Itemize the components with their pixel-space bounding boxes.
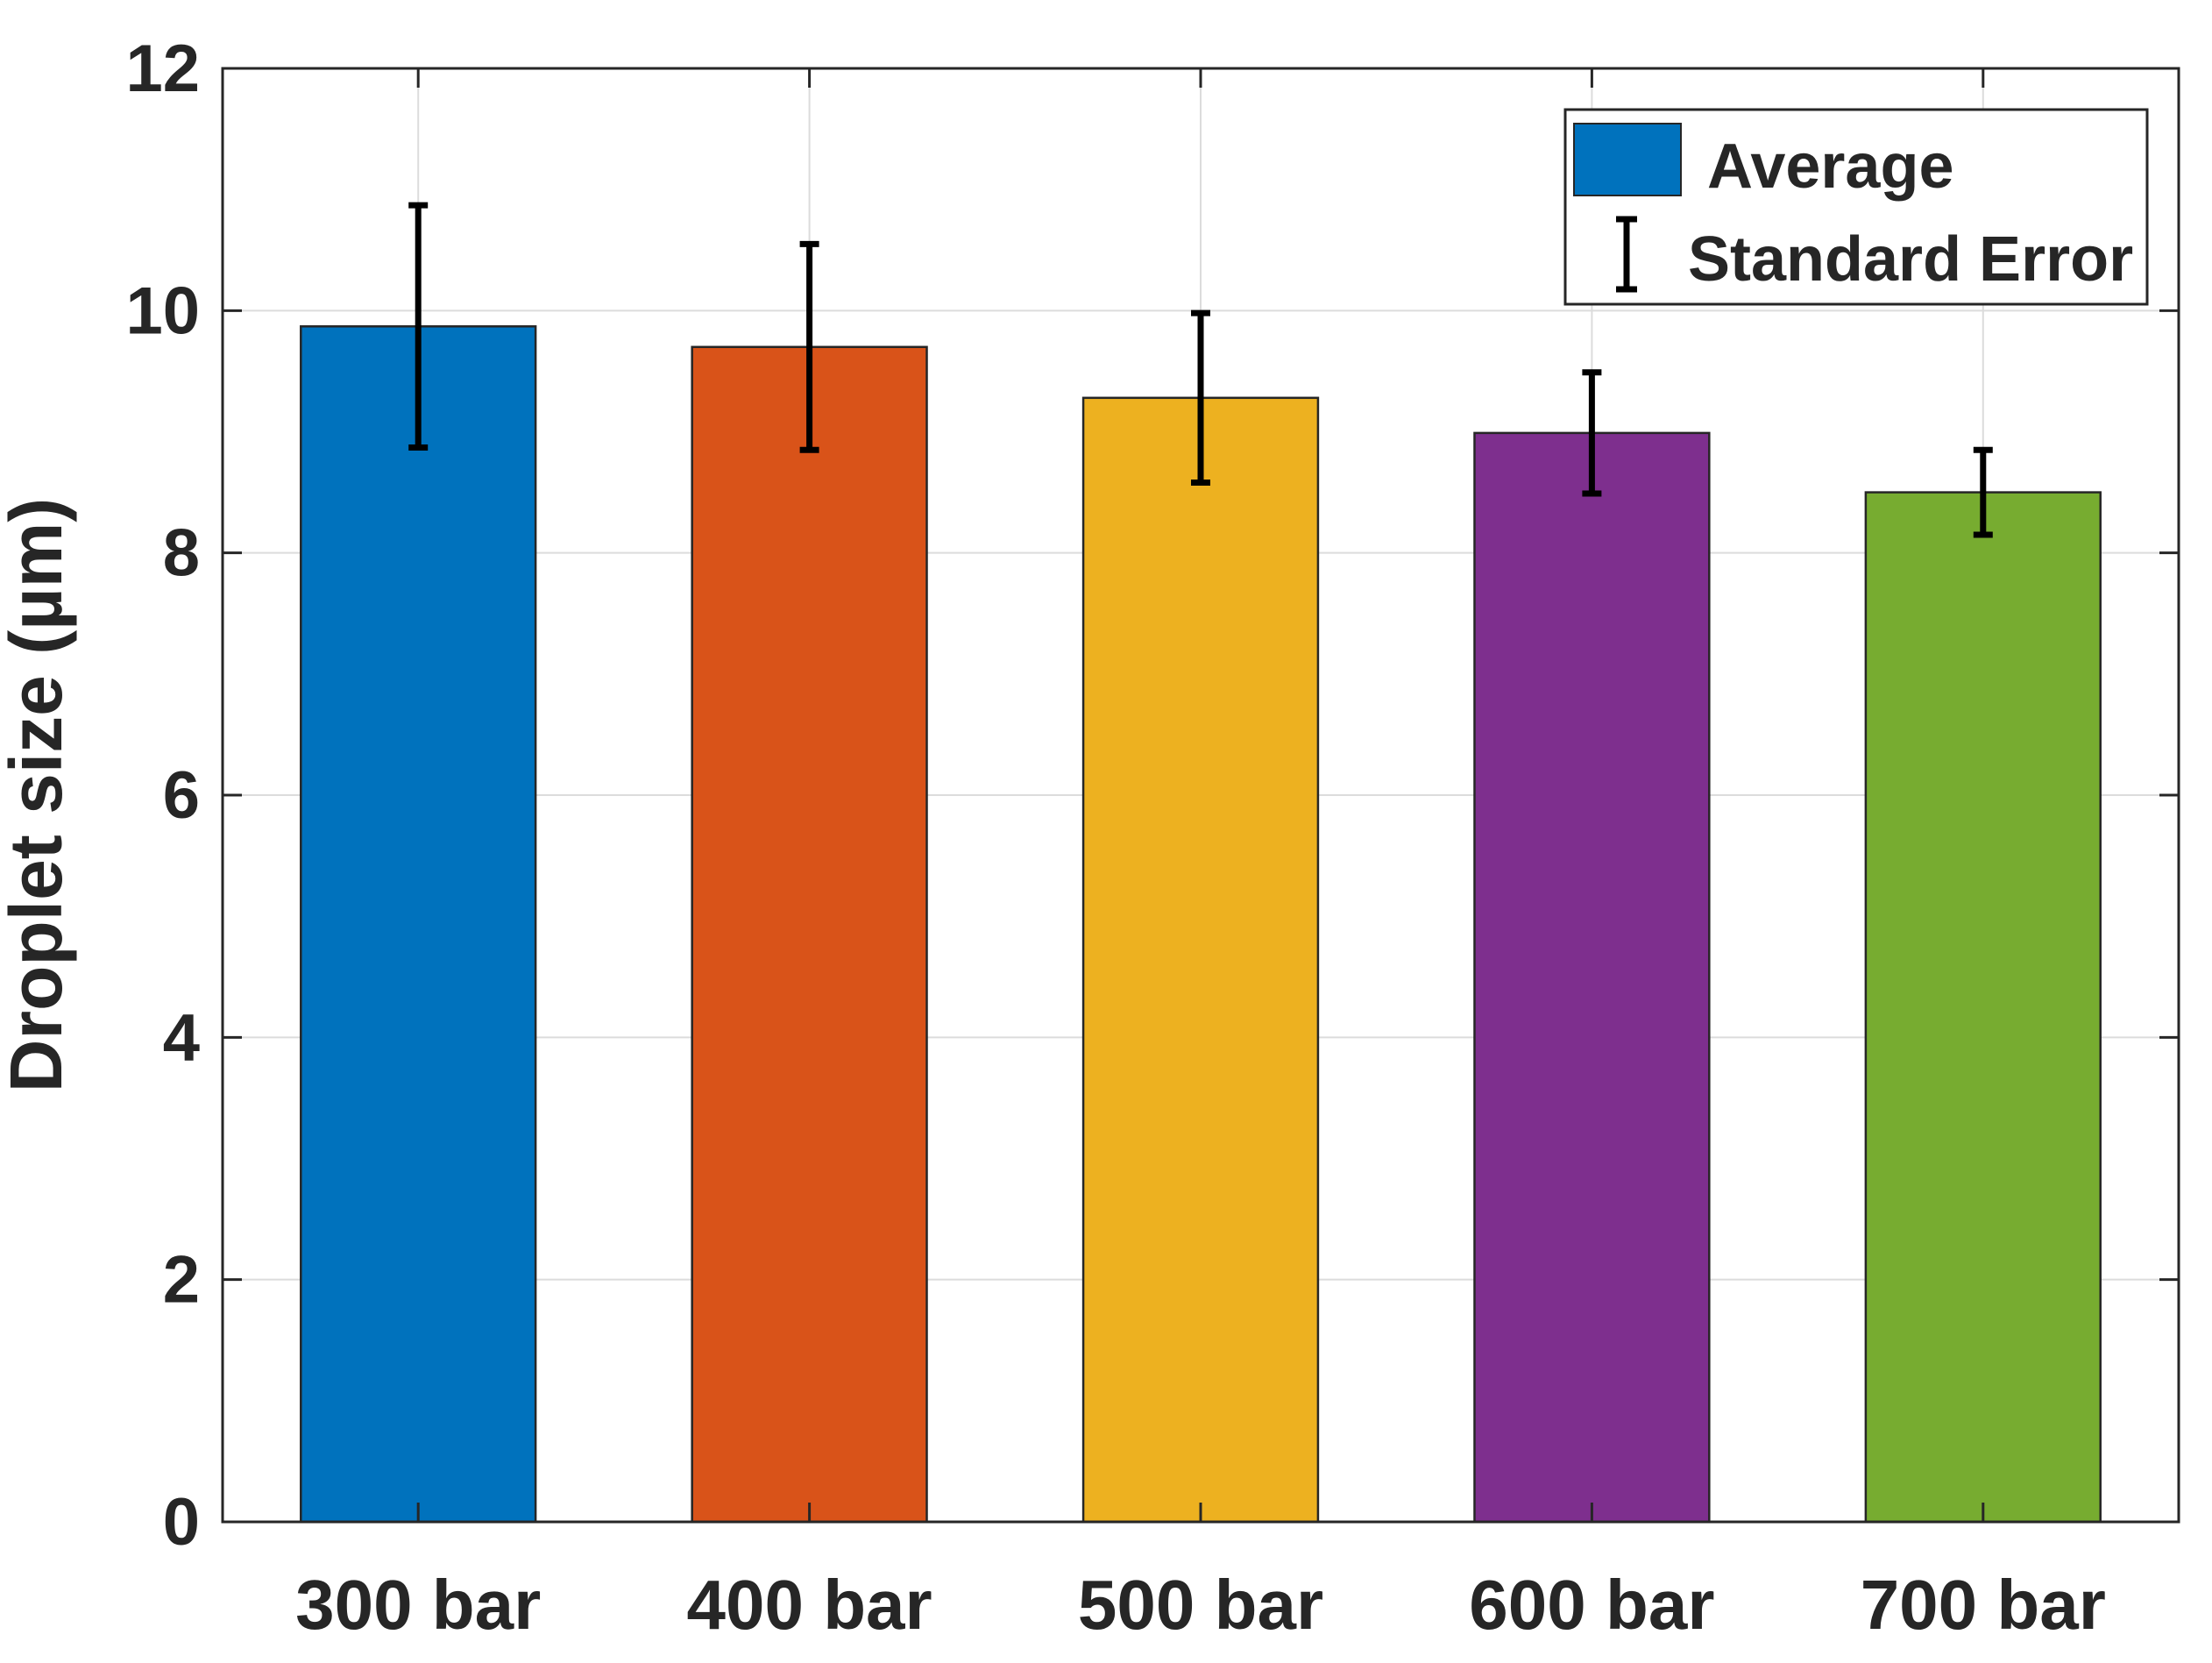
- axis-ticks: [223, 67, 2179, 1524]
- bar-700-bar: [1864, 491, 2102, 1524]
- y-tick-label-2: 2: [163, 1243, 200, 1318]
- y-axis-label: Droplet size (µm): [0, 498, 77, 1092]
- y-tick-labels: 0 2 4 6 8 10 12: [125, 32, 200, 1560]
- bars: [300, 325, 2102, 1524]
- error-bar-300-bar: [408, 202, 429, 451]
- legend-average-swatch: [1573, 123, 1682, 196]
- y-tick-label-8: 8: [163, 516, 200, 591]
- error-bar-600-bar: [1582, 369, 1602, 497]
- error-bar-500-bar: [1191, 309, 1210, 487]
- error-bar-700-bar: [1973, 446, 1993, 538]
- bar-500-bar: [1081, 396, 1320, 1524]
- bar-400-bar: [691, 345, 928, 1524]
- error-bar-400-bar: [799, 240, 819, 453]
- y-tick-label-4: 4: [163, 1000, 200, 1075]
- y-tick-label-6: 6: [163, 758, 200, 833]
- x-tick-labels: 300 bar 400 bar 500 bar 600 bar 700 bar: [295, 1566, 2106, 1644]
- bar-600-bar: [1473, 431, 1711, 1524]
- x-tick-label-3: 600 bar: [1469, 1566, 1714, 1644]
- x-tick-label-1: 400 bar: [686, 1566, 932, 1644]
- x-tick-label-0: 300 bar: [295, 1566, 541, 1644]
- x-tick-label-4: 700 bar: [1861, 1566, 2106, 1644]
- legend: Average Standard Error: [1563, 108, 2149, 306]
- x-tick-label-2: 500 bar: [1078, 1566, 1323, 1644]
- bar-300-bar: [300, 325, 537, 1524]
- legend-average-label: Average: [1707, 131, 1954, 202]
- legend-errorbar-icon: [1616, 216, 1637, 293]
- error-bars: [408, 202, 1993, 538]
- y-tick-label-0: 0: [163, 1485, 200, 1560]
- y-tick-label-12: 12: [125, 32, 200, 106]
- legend-standard-error-label: Standard Error: [1688, 224, 2133, 295]
- y-tick-label-10: 10: [125, 274, 200, 348]
